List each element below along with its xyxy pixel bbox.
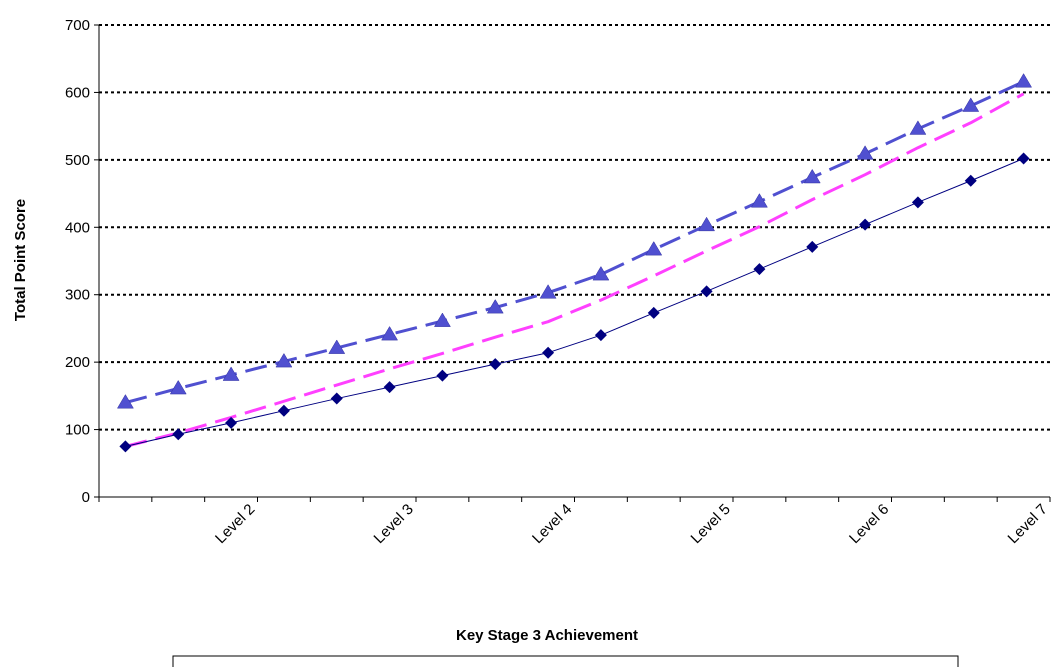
data-point xyxy=(645,241,663,256)
data-point xyxy=(806,240,819,253)
series-line xyxy=(125,80,1025,405)
y-tick-label: 300 xyxy=(65,287,90,304)
data-point xyxy=(225,416,238,429)
data-point xyxy=(489,358,502,371)
y-tick-labels: 0 100 200 300 400 500 600 700 xyxy=(65,17,90,506)
x-tick-label: Level 4 xyxy=(529,501,575,547)
data-point xyxy=(594,329,607,342)
data-point xyxy=(962,97,980,112)
data-point xyxy=(803,168,821,184)
x-tick-label: Level 2 xyxy=(212,501,258,547)
data-point xyxy=(856,145,874,160)
legend-box xyxy=(172,655,959,667)
data-point xyxy=(169,379,187,395)
data-point xyxy=(116,394,134,409)
data-point xyxy=(592,265,610,281)
series-lines xyxy=(116,73,1033,453)
y-tick-label: 600 xyxy=(65,84,90,101)
y-tick-label: 100 xyxy=(65,422,90,439)
data-point xyxy=(433,312,451,327)
data-point xyxy=(750,193,768,208)
data-point xyxy=(859,218,872,231)
data-point xyxy=(275,352,293,368)
x-tick-labels: Level 2 Level 3 Level 4 Level 5 Level 6 Level… xyxy=(212,501,1051,547)
x-axis-title: Key Stage 3 Achievement xyxy=(456,627,638,644)
y-axis-title: Total Point Score xyxy=(12,199,29,321)
data-point xyxy=(647,306,660,319)
data-point xyxy=(909,120,927,135)
y-tick-label: 0 xyxy=(82,489,90,506)
series-if xyxy=(125,92,1025,448)
data-point xyxy=(277,404,290,417)
series-non-if xyxy=(116,73,1033,409)
data-point xyxy=(964,174,977,187)
data-point xyxy=(486,299,504,314)
axes xyxy=(94,24,1051,502)
data-point xyxy=(1015,73,1033,88)
data-point xyxy=(330,392,343,405)
series-line xyxy=(125,158,1024,447)
data-point xyxy=(383,381,396,394)
x-tick-label: Level 5 xyxy=(688,501,734,547)
data-point xyxy=(911,196,924,209)
y-tick-label: 400 xyxy=(65,219,90,236)
data-point xyxy=(328,339,346,354)
data-point xyxy=(700,285,713,298)
y-tick-label: 500 xyxy=(65,152,90,169)
data-point xyxy=(222,366,240,381)
data-point xyxy=(698,216,716,232)
x-tick-label: Level 6 xyxy=(846,501,892,547)
series-line xyxy=(125,92,1025,448)
data-point xyxy=(539,284,557,299)
data-point xyxy=(436,369,449,382)
data-point xyxy=(119,440,132,453)
x-tick-label: Level 7 xyxy=(1005,501,1051,547)
grid-lines xyxy=(99,24,1050,431)
x-tick-label: Level 3 xyxy=(371,501,417,547)
data-point xyxy=(172,428,185,441)
y-tick-label: 700 xyxy=(65,17,90,34)
y-tick-label: 200 xyxy=(65,354,90,371)
data-point xyxy=(381,326,399,341)
series-non-vocational xyxy=(119,152,1030,453)
data-point xyxy=(753,263,766,276)
data-point xyxy=(542,346,555,359)
legend: Non-vocationalNon-IFIF xyxy=(172,655,959,667)
data-point xyxy=(1017,152,1030,165)
